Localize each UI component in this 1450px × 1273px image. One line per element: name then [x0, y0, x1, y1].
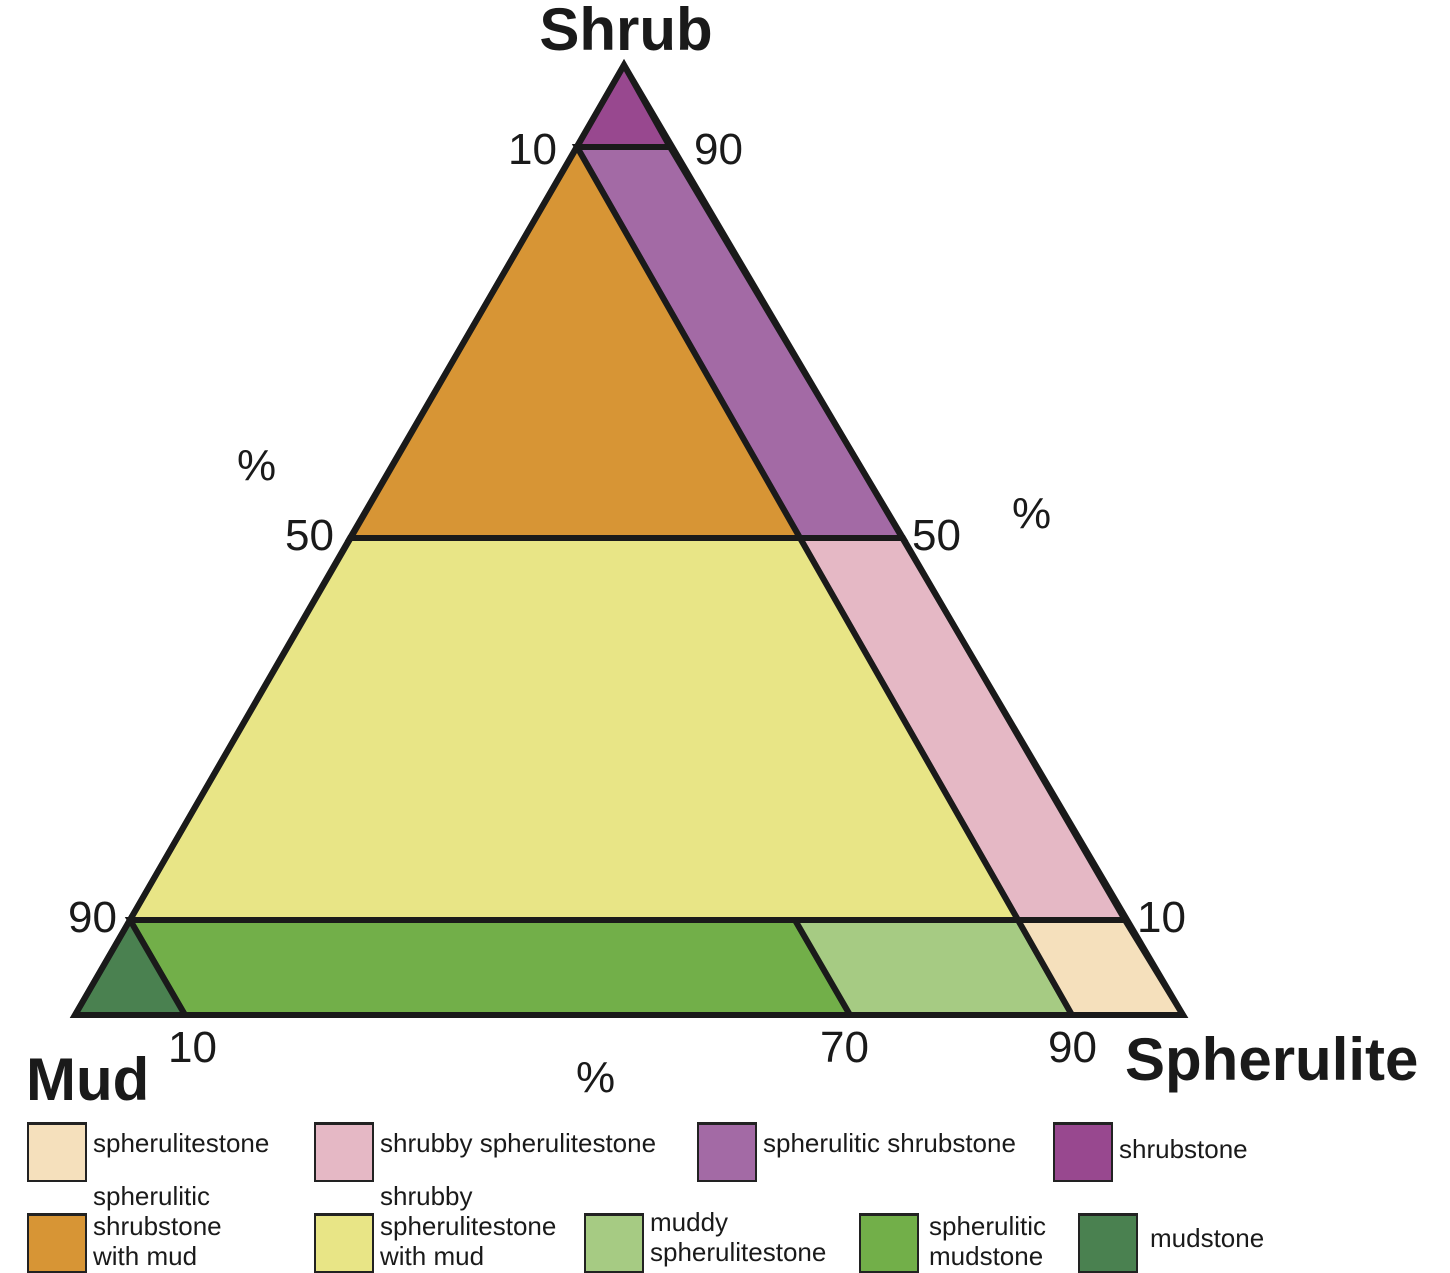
legend-item: shrubby spherulitestone: [314, 1122, 656, 1182]
field-shrubstone: [571, 58, 676, 150]
tick-right-50: 50: [912, 511, 961, 560]
legend-swatch: [584, 1213, 644, 1273]
legend-item: muddy spherulitestone: [584, 1207, 826, 1273]
legend-item: shrubby spherulitestone with mud: [314, 1181, 556, 1273]
vertex-shrub: Shrub: [539, 0, 712, 63]
legend-swatch: [697, 1122, 757, 1182]
legend-label: muddy spherulitestone: [650, 1207, 827, 1267]
legend-item: spherulitic shrubstone with mud: [27, 1181, 222, 1273]
legend-label: shrubstone: [1119, 1134, 1248, 1164]
legend-label: spherulitic shrubstone: [763, 1128, 1016, 1158]
legend-swatch: [859, 1213, 919, 1273]
percent-bottom: %: [576, 1053, 615, 1102]
tick-left-10: 10: [508, 125, 557, 174]
tick-bottom-70: 70: [820, 1023, 869, 1072]
legend-label: spherulitic mudstone: [929, 1211, 1047, 1271]
triangle-outline: [69, 59, 1189, 1018]
tick-bottom-10: 10: [168, 1023, 217, 1072]
legend-item: spherulitic mudstone: [859, 1211, 1046, 1273]
legend-swatch: [1053, 1122, 1113, 1182]
legend-swatch: [314, 1122, 374, 1182]
legend-swatch: [1078, 1213, 1138, 1273]
legend-label: spherulitic shrubstone with mud: [93, 1181, 222, 1271]
legend-item: spherulitestone: [27, 1122, 269, 1182]
legend-swatch: [314, 1213, 374, 1273]
legend-item: shrubstone: [1053, 1122, 1248, 1182]
tick-right-10: 10: [1137, 893, 1186, 942]
vertex-spherulite: Spherulite: [1125, 1026, 1418, 1093]
legend-label: shrubby spherulitestone: [380, 1128, 657, 1158]
tick-bottom-90: 90: [1048, 1023, 1097, 1072]
tick-left-50: 50: [285, 511, 334, 560]
percent-right: %: [1012, 489, 1051, 538]
field-spherulitic-mudstone: [124, 917, 856, 1018]
tick-left-90: 90: [68, 893, 117, 942]
legend-swatch: [27, 1122, 87, 1182]
legend-label: mudstone: [1150, 1223, 1265, 1253]
legend-item: mudstone: [1078, 1213, 1264, 1273]
legend-item: spherulitic shrubstone: [697, 1122, 1016, 1182]
tick-right-90: 90: [694, 125, 743, 174]
legend-label: shrubby spherulitestone with mud: [380, 1181, 557, 1271]
percent-left: %: [237, 441, 276, 490]
legend-swatch: [27, 1213, 87, 1273]
legend-label: spherulitestone: [93, 1128, 270, 1158]
vertex-mud: Mud: [26, 1046, 149, 1113]
